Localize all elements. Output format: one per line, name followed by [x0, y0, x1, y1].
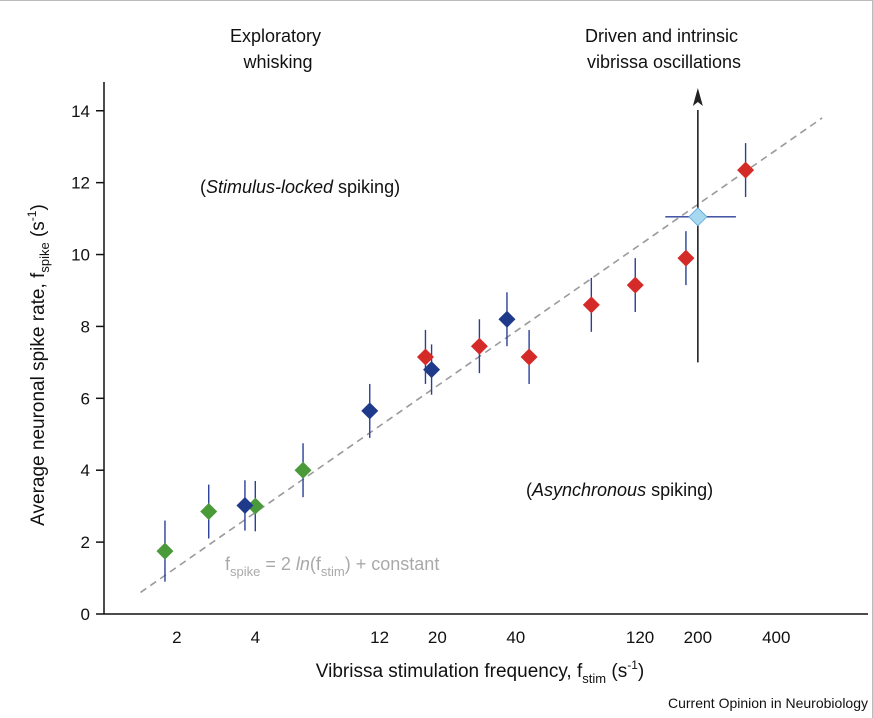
y-tick-label: 10	[71, 246, 90, 265]
data-point-marker	[200, 503, 218, 521]
y-tick-label: 0	[81, 605, 90, 624]
y-tick-label: 8	[81, 317, 90, 336]
data-point-marker	[294, 461, 312, 479]
x-axis-label: Vibrissa stimulation frequency, fstim (s…	[316, 658, 644, 686]
axes	[103, 82, 868, 615]
x-tick-label: 120	[626, 628, 654, 647]
x-tick-label: 4	[251, 628, 260, 647]
data-point-marker	[156, 542, 174, 560]
data-point-marker	[498, 310, 516, 328]
x-tick-label: 400	[762, 628, 790, 647]
data-point-marker	[582, 296, 600, 314]
data-point-marker	[677, 249, 695, 267]
fit-equation-label: fspike = 2 ln(fstim) + constant	[225, 554, 439, 579]
region-label-driven: Driven and intrinsic vibrissa oscillatio…	[585, 26, 743, 72]
stimulus-locked-annotation: (Stimulus-locked spiking)	[200, 177, 400, 197]
data-point-marker	[416, 348, 434, 366]
highlight-point-group	[665, 87, 736, 363]
y-axis-label: Average neuronal spike rate, fspike (s-1…	[25, 204, 52, 526]
data-point-marker	[236, 496, 254, 514]
y-ticks: 0 2 4 6 8 10 12 14	[71, 102, 104, 624]
x-ticks: 2 4 12 20 40 120 200 400	[172, 628, 790, 647]
x-tick-label: 12	[370, 628, 389, 647]
x-tick-label: 20	[428, 628, 447, 647]
highlight-arrow-head	[692, 87, 703, 106]
y-tick-label: 6	[81, 389, 90, 408]
highlight-point-marker	[688, 207, 708, 227]
asynchronous-annotation: (Asynchronous spiking)	[526, 480, 713, 500]
data-point-marker	[737, 161, 755, 179]
y-tick-label: 2	[81, 533, 90, 552]
data-point-marker	[423, 361, 441, 379]
data-point-marker	[246, 497, 264, 515]
data-point-marker	[520, 348, 538, 366]
data-point-marker	[361, 402, 379, 420]
data-points	[156, 143, 755, 582]
y-tick-label: 4	[81, 461, 90, 480]
x-tick-label: 40	[506, 628, 525, 647]
region-label-exploratory: Exploratory whisking	[230, 26, 326, 72]
x-tick-label: 200	[684, 628, 712, 647]
x-tick-label: 2	[172, 628, 181, 647]
y-tick-label: 14	[71, 102, 90, 121]
credit-text: Current Opinion in Neurobiology	[668, 695, 868, 711]
y-tick-label: 12	[71, 174, 90, 193]
data-point-marker	[626, 276, 644, 294]
data-point-marker	[470, 337, 488, 355]
